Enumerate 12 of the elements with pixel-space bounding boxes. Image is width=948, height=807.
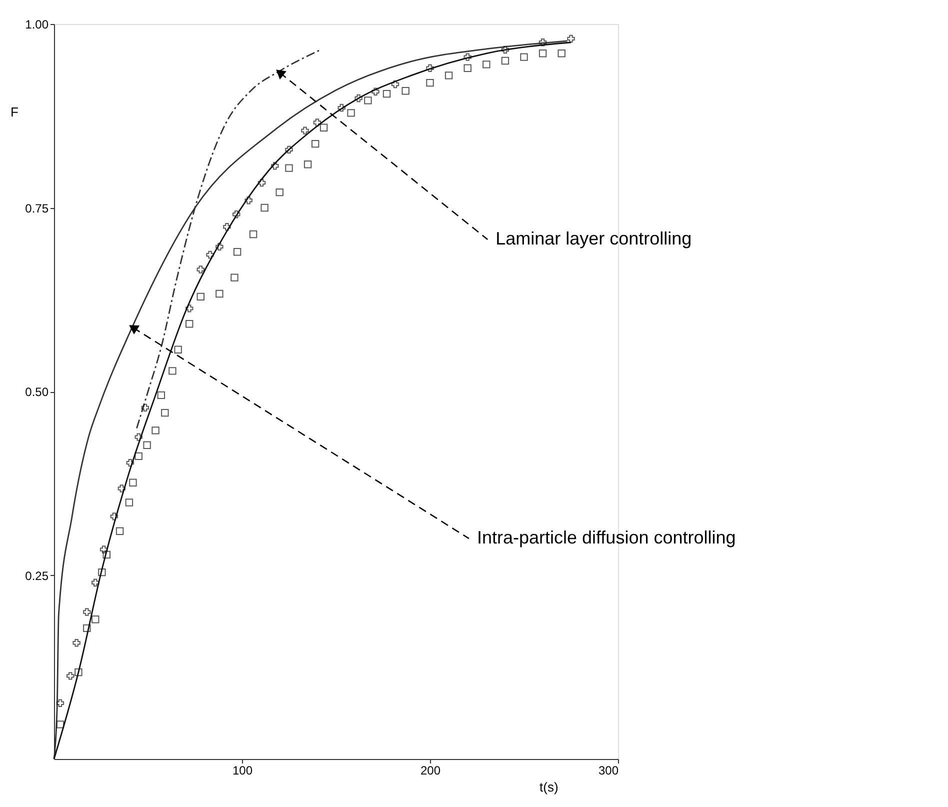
x-tick-label: 200 — [420, 764, 441, 778]
x-tick-label: 100 — [232, 764, 253, 778]
y-tick-label: 1.00 — [25, 18, 49, 32]
y-tick-label: 0.25 — [25, 568, 49, 583]
annotation: Intra-particle diffusion controlling — [476, 528, 736, 548]
x-axis-title: t(s) — [540, 780, 558, 794]
y-axis-title: F — [10, 104, 19, 120]
y-tick-label: 0.50 — [25, 385, 49, 399]
line-series — [136, 50, 320, 429]
annotation: Laminar layer controlling — [496, 228, 692, 249]
y-tick-label: 0.75 — [25, 201, 49, 216]
x-tick-label: 300 — [598, 764, 619, 778]
